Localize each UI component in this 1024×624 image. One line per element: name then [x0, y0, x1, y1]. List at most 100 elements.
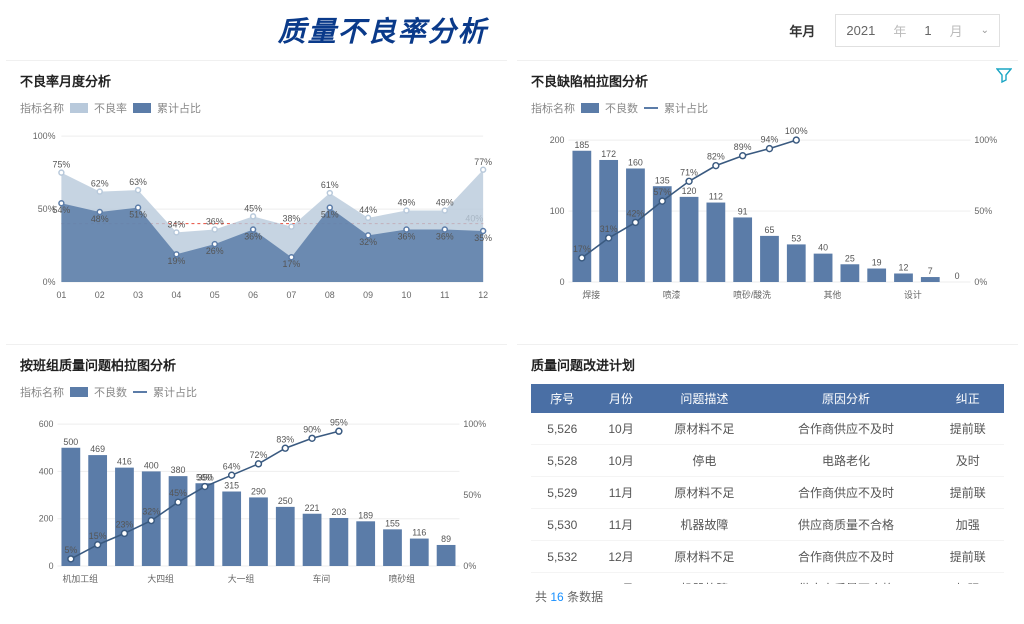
improvement-table: 序号月份问题描述原因分析纠正 5,52610月原材料不足合作商供应不及时提前联5…	[531, 384, 1004, 584]
svg-text:26%: 26%	[206, 246, 224, 256]
svg-text:喷砂/酸洗: 喷砂/酸洗	[733, 289, 771, 300]
svg-text:400: 400	[39, 466, 54, 476]
svg-text:大一组: 大一组	[228, 573, 255, 584]
svg-text:0%: 0%	[463, 561, 476, 571]
chevron-down-icon: ⌄	[981, 25, 989, 36]
svg-text:0: 0	[49, 561, 54, 571]
svg-text:51%: 51%	[129, 209, 147, 219]
svg-text:03: 03	[133, 290, 143, 300]
svg-text:100%: 100%	[785, 126, 808, 136]
svg-text:94%: 94%	[761, 135, 779, 145]
svg-text:36%: 36%	[244, 231, 262, 241]
svg-text:77%: 77%	[474, 157, 492, 167]
svg-text:185: 185	[574, 140, 589, 150]
panel1-legend: 指标名称 不良率 累计占比	[20, 100, 493, 116]
svg-text:71%: 71%	[680, 167, 698, 177]
svg-text:50%: 50%	[974, 206, 992, 216]
svg-text:34%: 34%	[168, 219, 186, 229]
svg-text:11: 11	[440, 290, 449, 300]
page-title: 质量不良率分析	[0, 10, 765, 50]
filter-icon[interactable]	[996, 67, 1012, 86]
svg-text:31%: 31%	[600, 224, 618, 234]
year-select[interactable]: 2021 年 1 月 ⌄	[835, 14, 1000, 47]
svg-text:25: 25	[845, 253, 855, 263]
table-row[interactable]: 5,53312月机器故障供应商质量不合格加强	[531, 573, 1004, 585]
table-row[interactable]: 5,52610月原材料不足合作商供应不及时提前联	[531, 413, 1004, 445]
svg-text:49%: 49%	[398, 198, 416, 208]
svg-text:95%: 95%	[330, 417, 348, 427]
svg-text:其他: 其他	[824, 289, 842, 300]
svg-text:172: 172	[601, 149, 616, 159]
table-header: 原因分析	[760, 384, 931, 413]
svg-text:23%: 23%	[116, 519, 134, 529]
svg-text:0%: 0%	[43, 277, 56, 287]
svg-text:设计: 设计	[904, 289, 922, 300]
table-header: 月份	[594, 384, 649, 413]
svg-text:50%: 50%	[463, 490, 481, 500]
svg-text:221: 221	[305, 503, 320, 513]
svg-text:02: 02	[95, 290, 105, 300]
svg-text:116: 116	[412, 528, 426, 538]
svg-text:0: 0	[560, 277, 565, 287]
svg-text:17%: 17%	[573, 244, 591, 254]
svg-text:500: 500	[63, 437, 78, 447]
svg-text:38%: 38%	[283, 214, 301, 224]
panel3-legend: 指标名称 不良数 累计占比	[20, 384, 493, 400]
svg-text:89%: 89%	[734, 142, 752, 152]
svg-text:135: 135	[655, 175, 670, 185]
svg-text:100%: 100%	[33, 131, 56, 141]
table-row[interactable]: 5,52911月原材料不足合作商供应不及时提前联	[531, 477, 1004, 509]
svg-text:400: 400	[144, 460, 159, 470]
table-header: 纠正	[932, 384, 1004, 413]
table-header: 序号	[531, 384, 594, 413]
svg-text:49%: 49%	[436, 198, 454, 208]
table-row[interactable]: 5,53212月原材料不足合作商供应不及时提前联	[531, 541, 1004, 573]
svg-text:57%: 57%	[653, 187, 671, 197]
date-picker: 年月 2021 年 1 月 ⌄	[765, 14, 1024, 47]
svg-text:120: 120	[682, 186, 697, 196]
svg-text:0: 0	[955, 271, 960, 281]
svg-text:61%: 61%	[321, 180, 339, 190]
svg-text:64%: 64%	[223, 461, 241, 471]
svg-text:0%: 0%	[974, 277, 987, 287]
svg-text:112: 112	[709, 192, 723, 202]
svg-text:19%: 19%	[168, 256, 186, 266]
panel-improvement-plan: 质量问题改进计划 序号月份问题描述原因分析纠正 5,52610月原材料不足合作商…	[517, 344, 1018, 618]
svg-text:100: 100	[550, 206, 565, 216]
svg-text:53: 53	[791, 233, 801, 243]
svg-text:10: 10	[402, 290, 412, 300]
svg-text:09: 09	[363, 290, 373, 300]
svg-text:48%: 48%	[91, 214, 109, 224]
svg-text:290: 290	[251, 486, 266, 496]
table-wrapper: 序号月份问题描述原因分析纠正 5,52610月原材料不足合作商供应不及时提前联5…	[531, 384, 1004, 584]
svg-text:469: 469	[90, 444, 105, 454]
svg-text:203: 203	[331, 507, 346, 517]
svg-text:7: 7	[928, 266, 933, 276]
svg-text:54%: 54%	[53, 205, 71, 215]
svg-text:45%: 45%	[244, 203, 262, 213]
svg-text:17%: 17%	[283, 259, 301, 269]
svg-text:45%: 45%	[169, 488, 187, 498]
svg-text:大四组: 大四组	[147, 573, 174, 584]
svg-text:89: 89	[441, 534, 451, 544]
panel4-title: 质量问题改进计划	[531, 355, 1004, 374]
panel3-title: 按班组质量问题柏拉图分析	[20, 355, 493, 374]
svg-text:08: 08	[325, 290, 335, 300]
svg-text:32%: 32%	[142, 507, 160, 517]
svg-text:01: 01	[56, 290, 66, 300]
panel2-legend: 指标名称 不良数 累计占比	[531, 100, 1004, 116]
svg-text:250: 250	[278, 496, 293, 506]
table-row[interactable]: 5,53011月机器故障供应商质量不合格加强	[531, 509, 1004, 541]
svg-text:315: 315	[224, 481, 239, 491]
date-label: 年月	[789, 21, 815, 40]
svg-text:65: 65	[765, 225, 775, 235]
table-row[interactable]: 5,52810月停电电路老化及时	[531, 445, 1004, 477]
svg-text:600: 600	[39, 419, 54, 429]
svg-text:155: 155	[385, 518, 400, 528]
svg-text:56%: 56%	[196, 473, 214, 483]
svg-text:42%: 42%	[627, 208, 645, 218]
panel-team-pareto: 按班组质量问题柏拉图分析 指标名称 不良数 累计占比 0 200 400 600 0% 5…	[6, 344, 507, 618]
svg-text:83%: 83%	[276, 434, 294, 444]
svg-text:200: 200	[39, 514, 54, 524]
svg-text:72%: 72%	[250, 450, 268, 460]
